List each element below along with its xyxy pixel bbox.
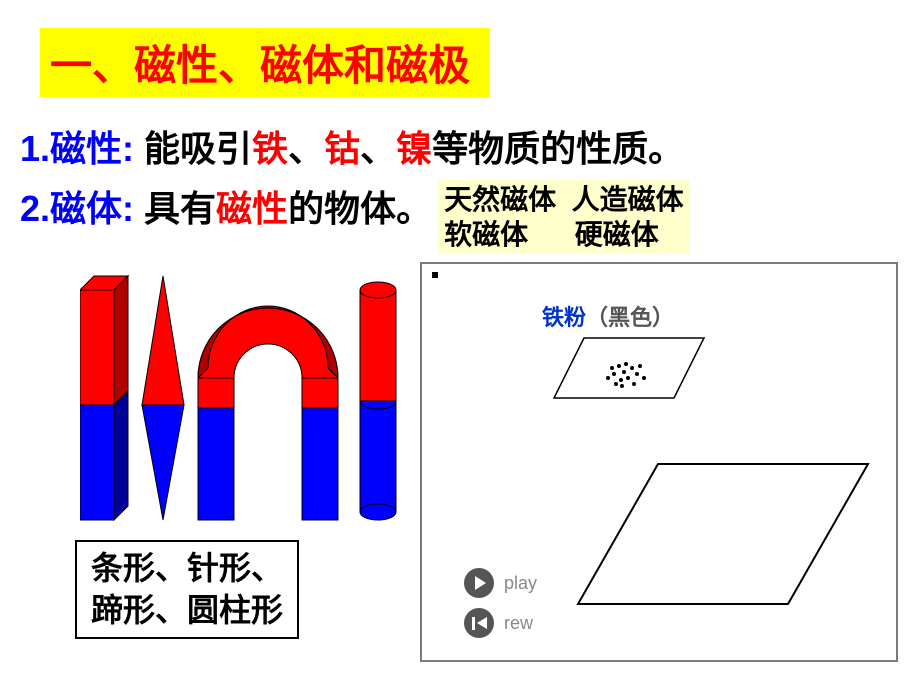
bar-magnet: [80, 276, 128, 520]
num-2: 2.: [20, 188, 50, 229]
definition-2: 2.磁体: 具有磁性的物体。: [20, 180, 432, 232]
magnet-shapes-box: 条形、针形、 蹄形、圆柱形: [75, 540, 299, 639]
word-iron: 铁: [252, 128, 288, 169]
rewind-icon: [464, 608, 494, 638]
word-cobalt: 钴: [324, 128, 360, 169]
definition-1: 1.磁性: 能吸引铁、钴、镍等物质的性质。: [20, 120, 684, 172]
shapes-row1: 条形、针形、: [91, 548, 283, 590]
term-2: 磁体:: [50, 188, 134, 229]
rewind-button[interactable]: rew: [464, 608, 537, 638]
pre-1: 能吸引: [134, 128, 252, 169]
play-button[interactable]: play: [464, 568, 537, 598]
term-1: 磁性:: [50, 128, 134, 169]
shapes-row2: 蹄形、圆柱形: [91, 590, 283, 632]
media-controls: play rew: [464, 568, 537, 638]
num-1: 1.: [20, 128, 50, 169]
play-label: play: [504, 573, 537, 594]
powder-plane: [524, 328, 734, 428]
powder-color: （黑色）: [586, 305, 674, 330]
needle-magnet: [142, 276, 184, 520]
sep-1b: 、: [360, 128, 396, 169]
horseshoe-magnet: [198, 306, 338, 520]
magnet-types-box: 天然磁体 人造磁体 软磁体 硬磁体: [438, 180, 690, 254]
media-panel: 铁粉（黑色） play rew: [420, 262, 898, 662]
rewind-label: rew: [504, 613, 533, 634]
sep-1a: 、: [288, 128, 324, 169]
powder-name: 铁粉: [542, 305, 586, 330]
empty-plane: [568, 454, 888, 624]
play-icon: [464, 568, 494, 598]
word-magnetic: 磁性: [216, 188, 288, 229]
post-2: 的物体。: [288, 188, 432, 229]
types-row1: 天然磁体 人造磁体: [444, 182, 684, 217]
types-row2: 软磁体 硬磁体: [444, 217, 684, 252]
post-1: 等物质的性质。: [432, 128, 684, 169]
section-title: 一、磁性、磁体和磁极: [40, 28, 490, 97]
definition-2-row: 2.磁体: 具有磁性的物体。 天然磁体 人造磁体 软磁体 硬磁体: [20, 180, 690, 254]
cylinder-magnet: [360, 282, 396, 520]
pre-2: 具有: [134, 188, 216, 229]
word-nickel: 镍: [396, 128, 432, 169]
panel-dot: [432, 272, 438, 278]
magnets-illustration: [80, 260, 410, 530]
